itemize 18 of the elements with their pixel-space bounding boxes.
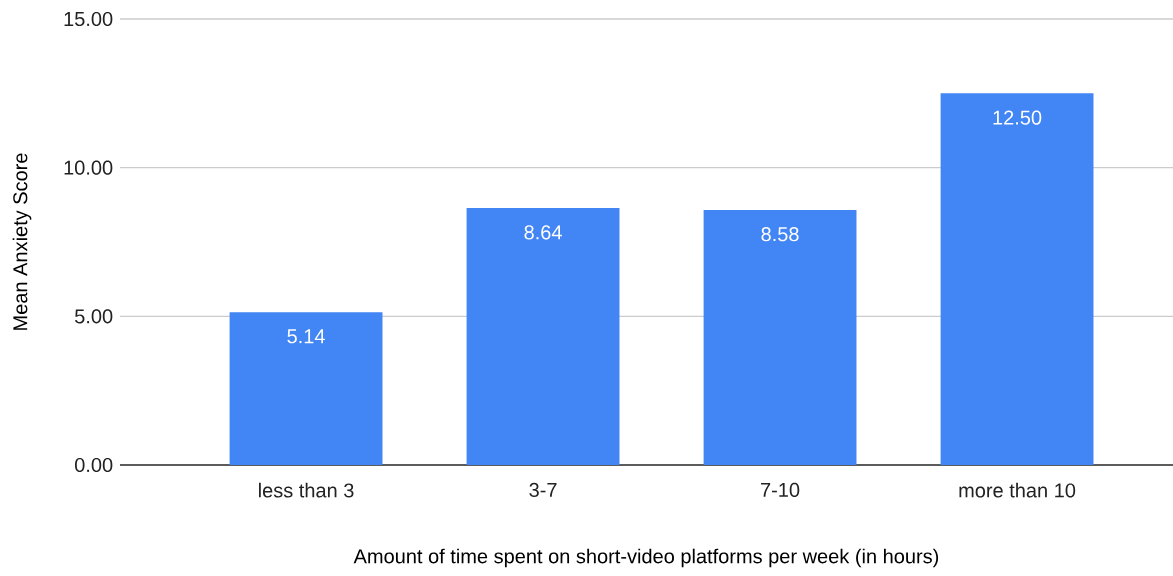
data-label: 8.64 <box>524 225 562 240</box>
bar <box>229 312 383 465</box>
bar <box>703 209 857 465</box>
x-tick-label: 7-10 <box>761 482 800 498</box>
y-tick-label: 10.00 <box>64 160 113 175</box>
x-axis-title: Amount of time spent on short-video platforms per week (in hours) <box>353 548 939 568</box>
x-tick-label: 3-7 <box>529 482 557 498</box>
y-axis-title: Mean Anxiety Score <box>12 153 32 330</box>
data-label: 12.50 <box>993 110 1042 125</box>
data-label: 8.58 <box>761 227 799 242</box>
bar <box>940 93 1094 465</box>
data-label: 5.14 <box>287 329 325 344</box>
y-tick-label: 0.00 <box>74 457 113 473</box>
y-tick-label: 15.00 <box>64 11 113 27</box>
y-tick-label: 5.00 <box>75 309 113 324</box>
x-tick-label: less than 3 <box>259 482 354 498</box>
x-tick-label: more than 10 <box>959 482 1076 498</box>
bar <box>466 208 620 465</box>
